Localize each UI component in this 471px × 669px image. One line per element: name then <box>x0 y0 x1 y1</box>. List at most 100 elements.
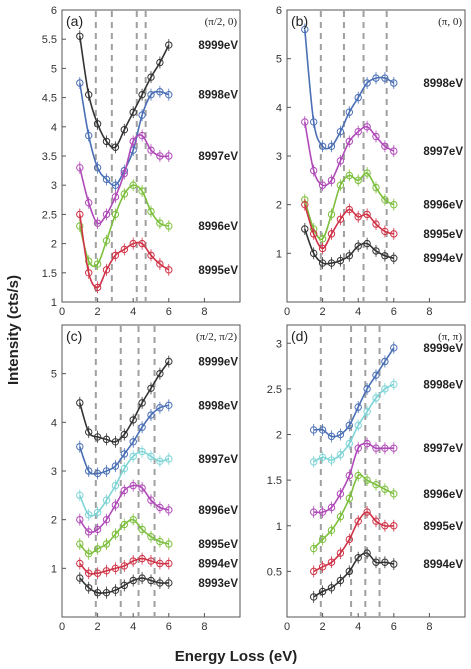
data-point <box>318 235 327 243</box>
x-tick-label: 4 <box>130 621 136 633</box>
data-point <box>76 399 84 407</box>
series-label: 8996eV <box>198 221 238 233</box>
data-point <box>327 259 336 267</box>
series-8998eV: 8998eV <box>76 77 238 192</box>
data-point <box>381 558 389 566</box>
y-tick-label: 1 <box>51 563 57 575</box>
data-point <box>318 563 327 571</box>
data-point <box>363 239 371 248</box>
data-point <box>372 183 380 192</box>
data-point <box>336 127 345 136</box>
data-point <box>111 251 120 259</box>
data-point <box>372 394 380 402</box>
data-point <box>363 385 371 393</box>
x-tick-label: 4 <box>355 306 361 318</box>
series-8998eV: 8998eV <box>76 399 238 480</box>
data-point <box>363 210 371 219</box>
data-point <box>102 515 111 524</box>
data-point <box>345 252 353 260</box>
series-label: 8994eV <box>423 253 463 265</box>
y-tick-label: 4.5 <box>42 93 57 105</box>
data-point <box>301 118 309 126</box>
data-point <box>354 471 362 480</box>
data-point <box>165 152 173 160</box>
x-tick-label: 8 <box>426 621 432 633</box>
data-point <box>111 210 120 219</box>
x-tick-label: 2 <box>95 306 101 318</box>
data-point <box>85 131 93 140</box>
data-point <box>301 200 309 209</box>
data-point <box>129 416 137 424</box>
data-point <box>336 157 345 165</box>
data-point <box>354 127 362 136</box>
x-tick-label: 4 <box>130 306 136 318</box>
data-point <box>129 557 137 565</box>
data-point <box>102 137 111 146</box>
data-point <box>138 111 146 119</box>
data-point <box>147 146 155 154</box>
data-point <box>111 564 120 573</box>
series-label: 8995eV <box>423 521 463 533</box>
data-point <box>138 131 146 140</box>
series-8996eV: 8996eV <box>310 469 463 555</box>
data-point <box>363 79 371 87</box>
data-point <box>165 559 173 568</box>
panel-label: (b) <box>291 13 308 29</box>
data-point <box>381 74 389 82</box>
series-line <box>313 552 394 598</box>
series-label: 8999eV <box>198 40 238 52</box>
data-point <box>327 210 336 219</box>
data-point <box>93 469 102 478</box>
y-tick-label: 6 <box>276 5 282 17</box>
data-point <box>147 411 155 419</box>
data-point <box>310 567 318 576</box>
series-label: 8997eV <box>423 146 463 158</box>
panel-label: (d) <box>291 328 308 344</box>
data-point <box>102 467 111 475</box>
data-point <box>336 181 345 189</box>
data-point <box>102 496 111 504</box>
series-line <box>313 473 395 550</box>
data-point <box>76 163 84 172</box>
series-8998eV: 8998eV <box>310 378 463 468</box>
data-point <box>165 357 173 366</box>
data-point <box>102 175 111 184</box>
data-point <box>336 215 345 223</box>
data-point <box>120 581 129 590</box>
data-point <box>111 481 120 490</box>
momentum-label: (π, 0) <box>438 16 462 28</box>
data-point <box>138 399 146 407</box>
data-point <box>327 432 336 441</box>
series-label: 8997eV <box>198 151 238 163</box>
data-point <box>156 559 164 568</box>
series-label: 8994eV <box>198 558 238 570</box>
data-point <box>363 439 371 448</box>
data-point <box>85 467 93 475</box>
data-point <box>111 530 120 538</box>
data-point <box>327 456 336 464</box>
data-point <box>354 517 362 525</box>
y-axis-title: Intensity (cts/s) <box>5 275 22 385</box>
y-tick-label: 3 <box>51 466 57 478</box>
data-point <box>310 458 318 466</box>
data-point <box>156 260 164 268</box>
momentum-label: (π/2, π/2) <box>196 331 237 343</box>
data-point <box>310 508 318 516</box>
data-point <box>147 452 155 461</box>
data-point <box>120 520 129 529</box>
data-point <box>85 584 93 592</box>
data-point <box>85 511 93 519</box>
data-point <box>129 137 137 146</box>
x-tick-label: 2 <box>320 621 326 633</box>
data-point <box>363 508 371 516</box>
series-label: 8999eV <box>198 357 238 369</box>
series-label: 8995eV <box>423 229 463 241</box>
data-point <box>93 260 102 268</box>
data-point <box>138 239 146 248</box>
data-point <box>354 242 362 250</box>
momentum-label: (π/2, 0) <box>205 16 238 28</box>
x-tick-label: 4 <box>355 621 361 633</box>
data-point <box>111 462 120 470</box>
series-8994eV: 8994eV <box>76 552 238 580</box>
data-point <box>390 79 398 87</box>
